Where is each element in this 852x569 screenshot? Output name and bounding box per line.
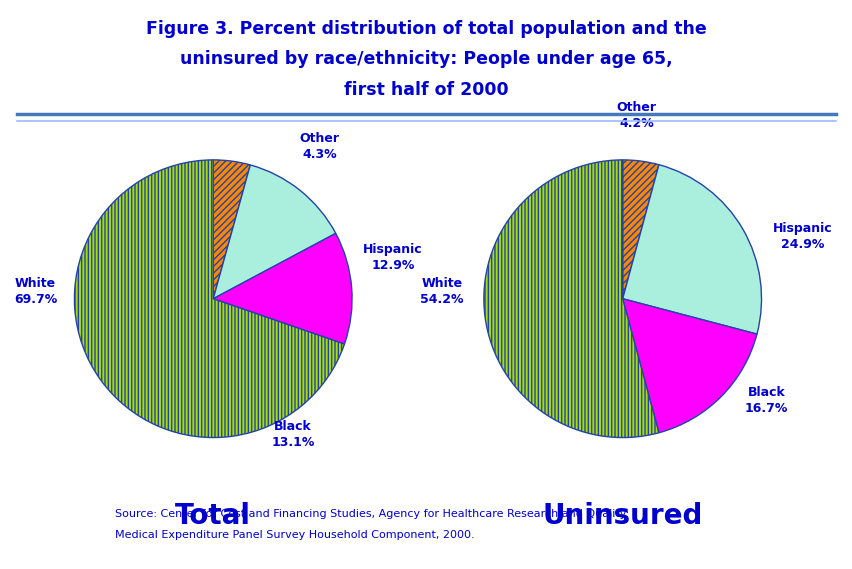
Text: Other
4.3%: Other 4.3% [299, 131, 339, 160]
Text: White
69.7%: White 69.7% [14, 277, 57, 306]
Text: Medical Expenditure Panel Survey Household Component, 2000.: Medical Expenditure Panel Survey Househo… [115, 530, 475, 541]
Title: Uninsured: Uninsured [542, 502, 702, 530]
Wedge shape [622, 160, 658, 299]
Text: uninsured by race/ethnicity: People under age 65,: uninsured by race/ethnicity: People unde… [180, 50, 672, 68]
Text: White
54.2%: White 54.2% [420, 277, 463, 306]
Text: Black
13.1%: Black 13.1% [271, 420, 314, 450]
Text: Black
16.7%: Black 16.7% [744, 386, 787, 415]
Text: Hispanic
24.9%: Hispanic 24.9% [772, 222, 832, 251]
Text: first half of 2000: first half of 2000 [344, 81, 508, 99]
Wedge shape [213, 165, 336, 299]
Text: Hispanic
12.9%: Hispanic 12.9% [363, 242, 423, 271]
Wedge shape [213, 160, 250, 299]
Wedge shape [213, 233, 352, 344]
Text: Figure 3. Percent distribution of total population and the: Figure 3. Percent distribution of total … [146, 20, 706, 38]
Wedge shape [483, 160, 658, 438]
Text: Other
4.2%: Other 4.2% [616, 101, 656, 130]
Wedge shape [622, 299, 756, 433]
Wedge shape [622, 164, 761, 334]
Title: Total: Total [175, 502, 251, 530]
Text: Source: Center for Cost and Financing Studies, Agency for Healthcare Research an: Source: Center for Cost and Financing St… [115, 509, 629, 519]
Wedge shape [74, 160, 344, 438]
